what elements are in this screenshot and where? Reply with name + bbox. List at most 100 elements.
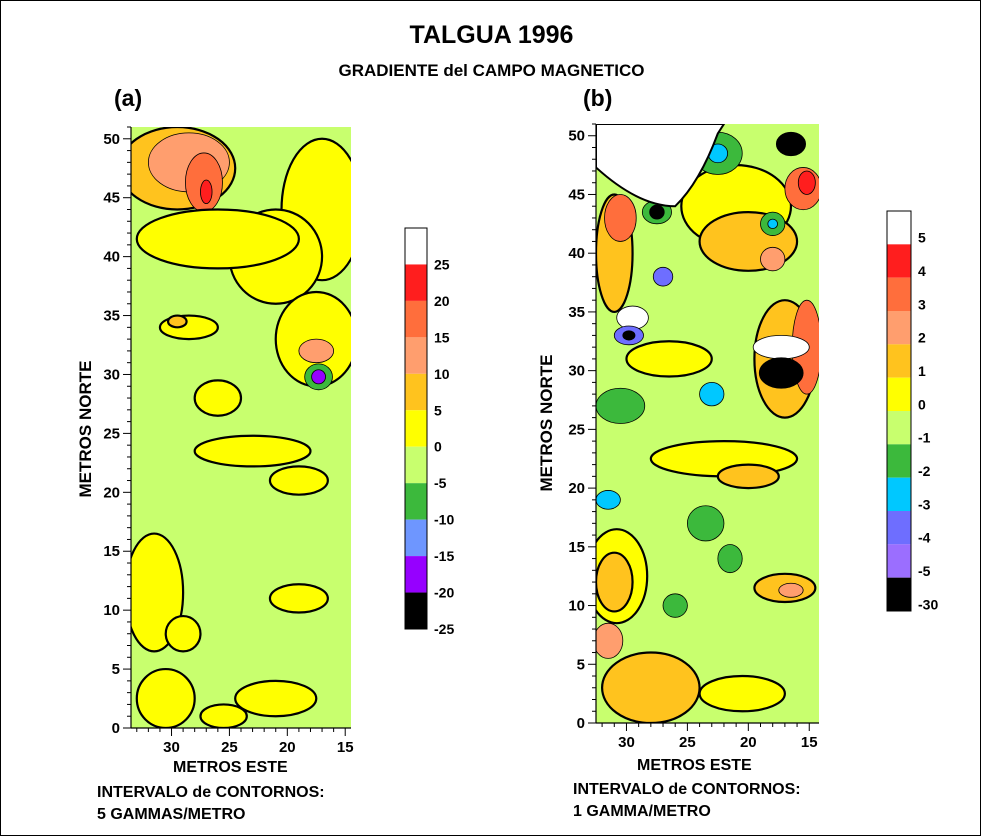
panel-a-contour-note: INTERVALO de CONTORNOS: 5 GAMMAS/METRO [97,782,325,826]
panel-b-colorbar-label: -4 [918,530,931,546]
panel-a-anomalies [131,127,351,728]
panel-b-y-tick-label: 25 [568,421,585,438]
panel-a-colorbar-swatch [405,483,427,520]
panel-b-colorbar-swatch [887,511,911,545]
panel-a-y-tick-label: 0 [112,720,120,737]
panel-b-anomaly-13 [767,218,778,229]
panel-b-colorbar-swatch [887,344,911,378]
panel-b-colorbar-label: -1 [918,430,931,446]
panel-b-colorbar-label: 3 [918,296,926,312]
panel-a-colorbar-swatch [405,337,427,374]
panel-b-anomaly-35 [662,593,688,618]
panel-a-colorbar-swatch [405,264,427,301]
panel-b-anomaly-24 [625,340,713,378]
panel-b-anomaly-8 [797,170,816,195]
panel-a-contour-note-line2: 5 GAMMAS/METRO [97,806,246,823]
panel-a-anomaly-21 [199,703,248,728]
panel-b-y-tick-label: 45 [568,186,585,203]
panel-b-colorbar-label: 5 [918,230,926,246]
panel-a-colorbar-swatch [405,592,427,629]
panel-a-colorbar-label: 5 [434,402,442,418]
panel-b-y-tick-label: 35 [568,304,585,321]
panel-b-anomaly-22 [699,381,725,407]
panel-b-anomaly-36 [717,544,743,574]
panel-b-y-tick-label: 5 [577,656,585,673]
panel-a-colorbar-label: 25 [434,256,450,272]
panel-b-colorbar-label: -5 [918,563,931,579]
panel-a-y-tick-label: 40 [103,249,120,266]
panel-b-x-tick-label: 15 [801,734,818,751]
panel-b-x-tick-label: 25 [679,734,696,751]
panel-b-y-tick-label: 10 [568,598,585,615]
panel-b-colorbar-label: -30 [918,596,938,612]
panel-b-colorbar-frame [886,210,912,612]
panel-a-colorbar-swatch [405,556,427,593]
panel-a-y-tick-label: 25 [103,425,120,442]
panel-a-colorbar-label: -25 [434,621,454,637]
panel-b-y-tick-label: 40 [568,245,585,262]
panel-a-colorbar-swatch [405,300,427,338]
panel-b-anomaly-26 [716,463,780,490]
panel-b-colorbar-swatch [887,444,911,478]
panel-b-colorbar-swatch [887,544,911,578]
panel-b-colorbar-swatch [887,477,911,511]
panel-a-y-tick-label: 50 [103,131,120,148]
panel-a-x-tick-label: 30 [163,739,180,756]
panel-b-anomaly-11 [775,131,806,157]
panel-b-x-tick-label: 30 [618,734,635,751]
panel-b-y-tick-label: 50 [568,128,585,145]
figure-title: TALGUA 1996 [409,21,574,49]
panel-b-label: (b) [583,85,613,111]
panel-b-anomaly-6 [760,246,786,272]
panel-a-x-tick-label: 25 [221,739,238,756]
panel-a-colorbar-label: -20 [434,585,454,601]
panel-a-colorbar-label: 15 [434,329,450,345]
panel-b-anomaly-33 [596,622,624,659]
panel-a-anomaly-19 [234,679,318,718]
panel-a-colorbar-label: 0 [434,439,442,455]
panel-b-anomaly-37 [686,505,725,542]
panel-a-colorbar-frame [404,227,428,630]
panel-b-x-axis-label: METROS ESTE [637,757,752,774]
panel-b-colorbar-label: 2 [918,330,926,346]
panel-a-colorbar-label: -5 [434,475,447,491]
panel-b-colorbar-label: 0 [918,396,926,412]
panel-b-colorbar-swatch [887,211,911,245]
panel-a-anomaly-3 [200,179,213,204]
panel-b-y-tick-label: 20 [568,480,585,497]
panel-b-anomaly-31 [778,582,804,598]
panel-a-anomaly-10 [311,369,326,385]
panel-a-anomaly-11 [193,379,243,417]
panel-a-y-tick-label: 45 [103,190,120,207]
panel-a-colorbar-swatch [405,373,427,411]
panel-a-colorbar-label: -15 [434,548,454,564]
panel-a-y-tick-label: 35 [103,308,120,325]
panel-b-x-tick-label: 20 [740,734,757,751]
panel-a-anomaly-8 [298,338,335,364]
panel-b-anomaly-17 [758,357,804,389]
panel-a-colorbar-swatch [405,446,427,484]
panel-a-anomaly-20 [135,667,196,728]
figure-subtitle: GRADIENTE del CAMPO MAGNETICO [338,61,645,80]
panel-a-y-tick-label: 15 [103,543,120,560]
panel-a-anomaly-14 [193,434,312,468]
panel-b-y-tick-label: 15 [568,539,585,556]
panel-b-anomalies [596,124,819,723]
panel-b-anomaly-32 [601,651,701,723]
panel-a-y-tick-label: 20 [103,484,120,501]
panel-a-y-tick-label: 5 [112,661,120,678]
panel-a-y-tick-label: 10 [103,602,120,619]
panel-b-y-tick-label: 30 [568,363,585,380]
panel-a-x-tick-label: 20 [279,739,296,756]
panel-b-contour-note-line2: 1 GAMMA/METRO [573,803,711,820]
panel-b-colorbar-label: -2 [918,463,931,479]
panel-b-anomaly-3 [649,204,665,220]
panel-a-colorbar-swatch [405,410,427,447]
panel-b-colorbar-swatch [887,577,911,611]
panel-a-colorbar-swatch [405,519,427,557]
panel-b-anomaly-1 [604,194,637,242]
panel-a-anomaly-15 [268,465,329,496]
panel-b-anomaly-27 [596,490,621,510]
